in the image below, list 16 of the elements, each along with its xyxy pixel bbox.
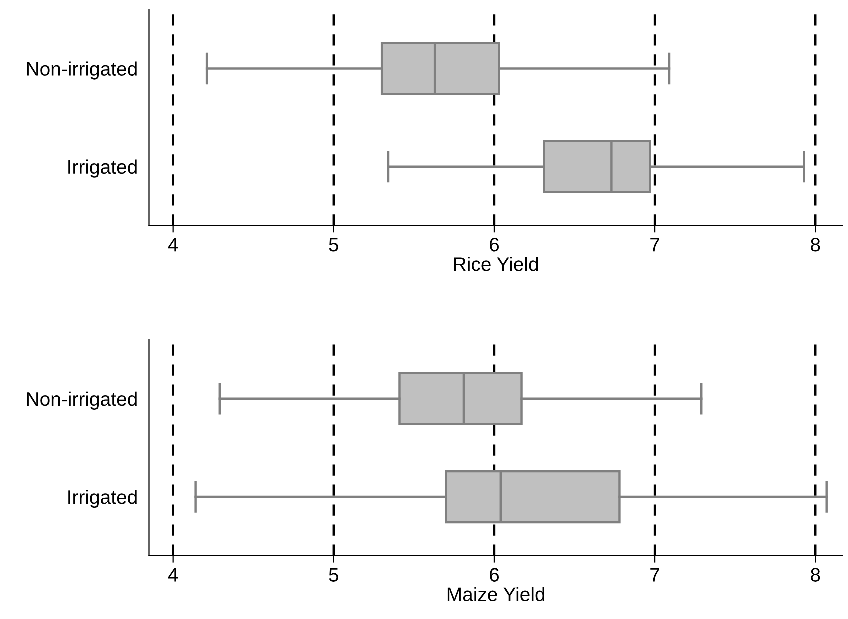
y-tick-label: Non-irrigated [27, 62, 137, 80]
x-tick-label: 8 [811, 568, 820, 582]
x-tick-label: 7 [650, 568, 660, 582]
y-tick-label: Irrigated [68, 490, 137, 508]
y-tick-label: Non-irrigated [27, 392, 137, 410]
x-axis-title: Maize Yield [448, 587, 545, 602]
x-tick-label: 5 [329, 238, 338, 252]
x-tick-label: 6 [490, 568, 500, 582]
y-tick-label: Irrigated [68, 160, 137, 178]
x-tick-label: 5 [329, 568, 338, 582]
x-tick-label: 4 [168, 568, 178, 582]
x-tick-label: 8 [811, 238, 820, 252]
x-tick-label: 7 [650, 238, 660, 252]
x-tick-label: 6 [490, 238, 500, 252]
x-axis-title: Rice Yield [454, 257, 538, 272]
x-tick-label: 4 [168, 238, 178, 252]
